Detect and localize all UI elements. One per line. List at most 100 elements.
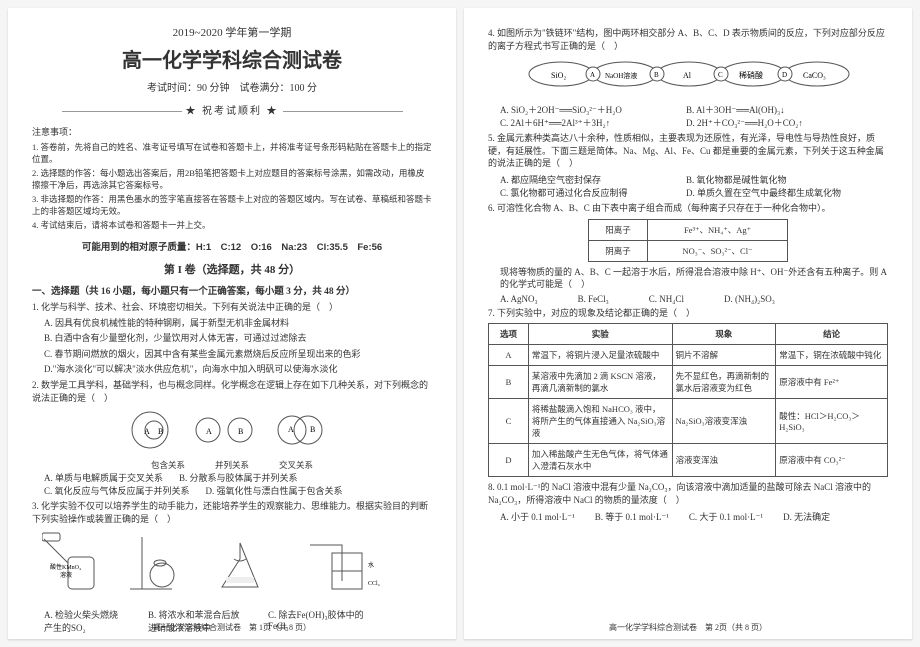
q7-D-phen: 溶液变浑浊 (672, 444, 776, 477)
q7-B-exp: 某溶液中先滴加 2 滴 KSCN 溶液，再滴几滴新制的氯水 (528, 366, 672, 399)
q4-c: C. 2Al＋6H⁺══2Al³⁺＋3H₂↑ (500, 116, 670, 129)
q1-a: A. 因具有优良机械性能的特种钢刷，属于新型无机非金属材料 (32, 317, 432, 330)
q7-C-label: C (489, 399, 529, 444)
venn-captions: 包含关系 并列关系 交叉关系 (32, 459, 432, 471)
cation-val: Fe³⁺、NH₄⁺、Ag⁺ (648, 219, 788, 240)
term-label: 2019~2020 学年第一学期 (32, 24, 432, 40)
q7-A-phen: 铜片不溶解 (672, 345, 776, 366)
q4-d: D. 2H⁺＋CO₃²⁻══H₂O＋CO₂↑ (686, 116, 803, 129)
svg-text:C: C (718, 71, 723, 79)
q4-stem: 4. 如图所示为"铁链环"结构，图中两环相交部分 A、B、C、D 表示物质间的反… (488, 27, 888, 52)
q7-h2: 实验 (528, 324, 672, 345)
footer-1: 高一化学学科综合测试卷 第 1页（共 8 页） (8, 622, 456, 633)
q7-D-conc: 原溶液中有 CO₃²⁻ (776, 444, 888, 477)
svg-text:CaCO₃: CaCO₃ (803, 71, 826, 80)
q7-table: 选项 实验 现象 结论 A 常温下，将铜片浸入足量浓硫酸中 铜片不溶解 常温下，… (488, 323, 888, 477)
caption-parallel: 并列关系 (215, 459, 249, 471)
q2-a: A. 单质与电解质属于交叉关系 (44, 471, 163, 484)
q4-options-2: C. 2Al＋6H⁺══2Al³⁺＋3H₂↑ D. 2H⁺＋CO₃²⁻══H₂O… (488, 116, 888, 129)
q4-b: B. Al＋3OH⁻══Al(OH)₃↓ (686, 103, 785, 116)
good-luck: ★ 祝考试顺利 ★ (32, 102, 432, 117)
q1-stem: 1. 化学与科学、技术、社会、环境密切相关。下列有关说法中正确的是（ ） (32, 301, 432, 314)
q7-A-conc: 常温下，铜在浓硫酸中钝化 (776, 345, 888, 366)
subtitle: 考试时间：90 分钟 试卷满分：100 分 (32, 79, 432, 94)
notice-title: 注意事项： (32, 125, 432, 138)
q5-c: C. 氯化物都可通过化合反应制得 (500, 186, 670, 199)
olympic-rings: SiO₂ A NaOH溶液 B Al C 稀硝酸 D CaCO₃ (488, 56, 888, 99)
exam-title: 高一化学学科综合测试卷 (32, 44, 432, 73)
svg-text:A: A (590, 71, 595, 79)
q2-options-2: C. 氧化反应与气体反应属于并列关系 D. 强氧化性与漂白性属于包含关系 (32, 484, 432, 497)
ion-table: 阳离子Fe³⁺、NH₄⁺、Ag⁺ 阴离子NO₃⁻、SO₃²⁻、Cl⁻ (588, 219, 788, 262)
caption-intersect: 交叉关系 (279, 459, 313, 471)
anion-val: NO₃⁻、SO₃²⁻、Cl⁻ (648, 240, 788, 261)
q2-d: D. 强氧化性与漂白性属于包含关系 (206, 484, 343, 497)
q6-a: A. AgNO₃ (500, 294, 538, 304)
section1-sub: 一、选择题（共 16 小题，每小题只有一个正确答案，每小题 3 分，共 48 分… (32, 283, 432, 297)
q8-d: D. 无法确定 (783, 510, 830, 523)
q8-a: A. 小于 0.1 mol·L⁻¹ (500, 510, 575, 523)
q7-h4: 结论 (776, 324, 888, 345)
q5-d: D. 单质久置在空气中最终都生成氧化物 (686, 186, 841, 199)
svg-text:B: B (158, 427, 163, 436)
q7-h1: 选项 (489, 324, 529, 345)
q2-options: A. 单质与电解质属于交叉关系 B. 分散系与胶体属于并列关系 (32, 471, 432, 484)
notice-4: 4. 考试结束后，请将本试卷和答题卡一并上交。 (32, 219, 432, 231)
caption-contain: 包含关系 (151, 459, 185, 471)
q7-A-label: A (489, 345, 529, 366)
q4-options-1: A. SiO₂＋2OH⁻══SiO₃²⁻＋H₂O B. Al＋3OH⁻══Al(… (488, 103, 888, 116)
svg-text:NaOH溶液: NaOH溶液 (605, 71, 637, 80)
q1-d: D."海水淡化"可以解决"淡水供应危机"，向海水中加入明矾可以使海水淡化 (32, 363, 432, 376)
svg-text:酸性KMnO₄: 酸性KMnO₄ (50, 563, 81, 571)
q7-B-phen: 先不显红色，再滴新制的氯水后溶液变为红色 (672, 366, 776, 399)
q5-b: B. 氧化物都是碱性氧化物 (686, 173, 787, 186)
q4-a: A. SiO₂＋2OH⁻══SiO₃²⁻＋H₂O (500, 103, 670, 116)
q6-d: D. (NH₄)₂SO₃ (724, 294, 775, 304)
svg-text:稀硝酸: 稀硝酸 (739, 70, 763, 80)
q8-options: A. 小于 0.1 mol·L⁻¹ B. 等于 0.1 mol·L⁻¹ C. 大… (488, 510, 888, 523)
q1-c: C. 春节期间燃放的烟火，因其中含有某些金属元素燃烧后反应所呈现出来的色彩 (32, 348, 432, 361)
q1-b: B. 白酒中含有少量塑化剂，少量饮用对人体无害，可通过过滤除去 (32, 332, 432, 345)
q7-C-conc: 酸性：HCl＞H₂CO₃＞H₂SiO₃ (776, 399, 888, 444)
q5-stem: 5. 金属元素种类高达八十余种，性质相似，主要表现为还原性，有光泽，导电性与导热… (488, 132, 888, 170)
q6-c: C. NH₄Cl (649, 294, 684, 304)
q6-stem: 6. 可溶性化合物 A、B、C 由下表中离子组合而成（每种离子只存在于一种化合物… (488, 202, 888, 215)
q7-D-exp: 加入稀盐酸产生无色气体，将气体通入澄清石灰水中 (528, 444, 672, 477)
q7-B-label: B (489, 366, 529, 399)
q2-stem: 2. 数学是工具学科，基础学科，也与概念同样。化学概念在逻辑上存在如下几种关系，… (32, 379, 432, 404)
footer-2: 高一化学学科综合测试卷 第 2页（共 8 页） (464, 622, 912, 633)
q7-B-conc: 原溶液中有 Fe²⁺ (776, 366, 888, 399)
svg-text:A: A (144, 427, 150, 436)
svg-text:B: B (238, 427, 243, 436)
apparatus-row: 酸性KMnO₄ 溶液 水 CCl₄ (32, 529, 432, 604)
q7-C-exp: 将稀盐酸滴入饱和 NaHCO₃ 液中，将所产生的气体直接通入 Na₂SiO₃溶液 (528, 399, 672, 444)
anion-label: 阴离子 (589, 240, 648, 261)
q2-b: B. 分散系与胶体属于并列关系 (179, 471, 298, 484)
svg-text:溶液: 溶液 (60, 571, 72, 579)
q2-c: C. 氧化反应与气体反应属于并列关系 (44, 484, 190, 497)
svg-text:B: B (654, 71, 659, 79)
cation-label: 阳离子 (589, 219, 648, 240)
q7-C-phen: Na₂SiO₃溶液变浑浊 (672, 399, 776, 444)
svg-text:B: B (310, 425, 315, 434)
q6-b: B. FeCl₃ (578, 294, 609, 304)
svg-text:A: A (206, 427, 212, 436)
q5-a: A. 都应隔绝空气密封保存 (500, 173, 670, 186)
notice-1: 1. 答卷前，先将自己的姓名、准考证号填写在试卷和答题卡上，并将准考证号条形码粘… (32, 141, 432, 165)
venn-diagram: AB AB AB (32, 408, 432, 455)
q5-options-2: C. 氯化物都可通过化合反应制得 D. 单质久置在空气中最终都生成氧化物 (488, 186, 888, 199)
page-2: 4. 如图所示为"铁链环"结构，图中两环相交部分 A、B、C、D 表示物质间的反… (464, 8, 912, 639)
q8-stem: 8. 0.1 mol·L⁻¹的 NaCl 溶液中混有少量 Na₂CO₃，向该溶液… (488, 481, 888, 506)
q8-c: C. 大于 0.1 mol·L⁻¹ (689, 510, 763, 523)
page-1: 2019~2020 学年第一学期 高一化学学科综合测试卷 考试时间：90 分钟 … (8, 8, 456, 639)
q7-D-label: D (489, 444, 529, 477)
q7-stem: 7. 下列实验中，对应的现象及结论都正确的是（ ） (488, 307, 888, 320)
svg-text:D: D (782, 71, 787, 79)
svg-text:SiO₂: SiO₂ (551, 71, 566, 80)
q5-options-1: A. 都应隔绝空气密封保存 B. 氧化物都是碱性氧化物 (488, 173, 888, 186)
atomic-mass: 可能用到的相对原子质量：H:1 C:12 O:16 Na:23 Cl:35.5 … (32, 239, 432, 253)
notice-2: 2. 选择题的作答：每小题选出答案后，用2B铅笔把答题卡上对应题目的答案标号涂黑… (32, 167, 432, 191)
q6-options: A. AgNO₃ B. FeCl₃ C. NH₄Cl D. (NH₄)₂SO₃ (488, 294, 888, 304)
svg-text:CCl₄: CCl₄ (368, 581, 380, 587)
q6-note: 现将等物质的量的 A、B、C 一起溶于水后，所得混合溶液中除 H⁺、OH⁻外还含… (488, 266, 888, 291)
